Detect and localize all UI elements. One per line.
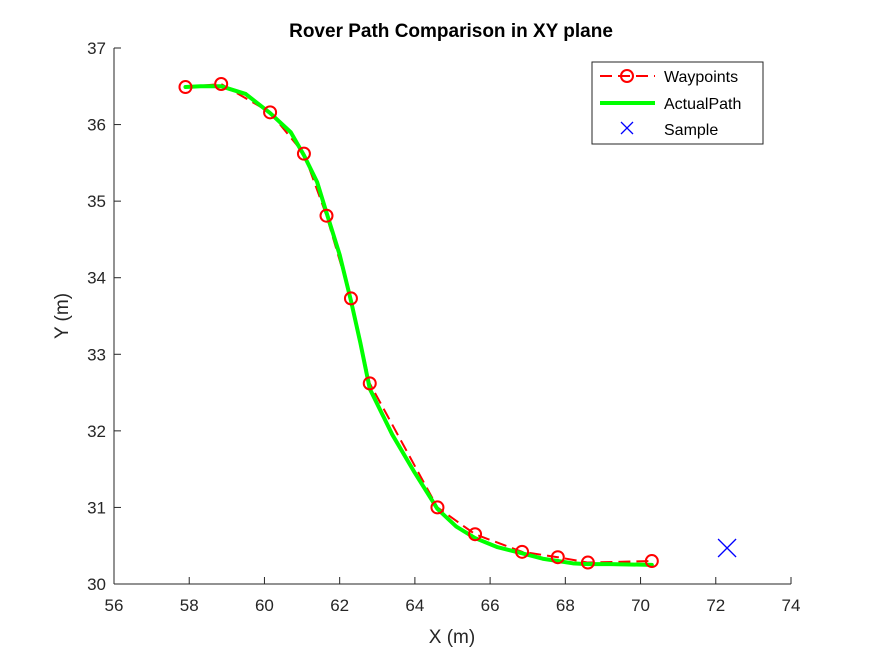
x-tick-label: 72 [706, 596, 725, 615]
legend-waypoints-marker [620, 69, 634, 83]
waypoint-marker [178, 80, 193, 95]
legend-entry-waypoints: Waypoints [600, 69, 738, 86]
waypoint-marker [362, 376, 377, 391]
y-tick-label: 37 [87, 39, 106, 58]
chart-title: Rover Path Comparison in XY plane [289, 21, 613, 42]
plot-axes: 56 58 60 62 64 66 68 70 72 74 30 31 32 33 34 35 36 37 [87, 39, 800, 615]
waypoint-marker [296, 146, 311, 161]
y-tick-label: 32 [87, 422, 106, 441]
waypoint-marker [644, 554, 659, 569]
sample-marker [717, 538, 737, 558]
legend-entry-sample: Sample [620, 121, 718, 139]
x-tick-label: 64 [405, 596, 424, 615]
series-layer [178, 76, 737, 570]
waypoint-marker [343, 291, 358, 306]
waypoint-marker [263, 105, 278, 120]
x-tick-label: 74 [782, 596, 801, 615]
legend-entry-actualpath: ActualPath [600, 96, 741, 113]
y-tick-label: 36 [87, 116, 106, 135]
waypoint-marker [580, 555, 595, 570]
x-tick-label: 62 [330, 596, 349, 615]
x-tick-label: 60 [255, 596, 274, 615]
waypoint-marker [515, 544, 530, 559]
y-tick-label: 34 [87, 269, 106, 288]
x-axis-label: X (m) [429, 627, 475, 648]
y-axis-label: Y (m) [52, 293, 73, 339]
legend-sample-marker [620, 121, 634, 135]
legend-sample-label: Sample [664, 122, 718, 139]
x-tick-label: 66 [481, 596, 500, 615]
waypoint-marker [468, 527, 483, 542]
legend: Waypoints ActualPath Sample [591, 61, 764, 145]
waypoint-marker [319, 208, 334, 223]
x-tick-label: 58 [180, 596, 199, 615]
x-tick-label: 68 [556, 596, 575, 615]
y-tick-label: 31 [87, 498, 106, 517]
waypoint-marker [214, 76, 229, 91]
waypoint-marker [550, 550, 565, 565]
legend-actualpath-label: ActualPath [664, 96, 741, 113]
y-tick-label: 33 [87, 345, 106, 364]
waypoint-marker [430, 500, 445, 515]
x-tick-label: 56 [105, 596, 124, 615]
y-tick-label: 35 [87, 192, 106, 211]
y-tick-label: 30 [87, 575, 106, 594]
x-tick-label: 70 [631, 596, 650, 615]
legend-waypoints-label: Waypoints [664, 69, 738, 86]
